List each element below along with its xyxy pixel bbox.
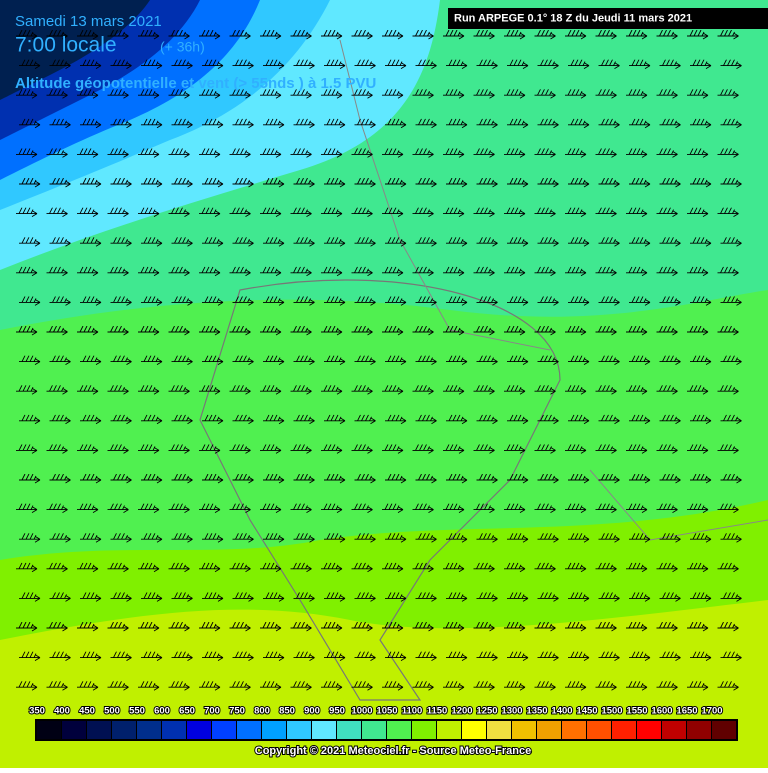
legend-label: 600 — [154, 706, 170, 717]
color-swatch — [562, 721, 586, 739]
color-swatch — [262, 721, 286, 739]
color-swatch — [287, 721, 311, 739]
legend-label: 1400 — [551, 706, 572, 717]
color-swatch — [612, 721, 636, 739]
color-swatch — [487, 721, 511, 739]
legend-label: 950 — [329, 706, 345, 717]
legend-label: 550 — [129, 706, 145, 717]
legend-label: 1000 — [351, 706, 372, 717]
legend-label: 800 — [254, 706, 270, 717]
border — [339, 39, 768, 541]
legend-label: 1700 — [701, 706, 722, 717]
color-swatch — [37, 721, 61, 739]
legend-label: 650 — [179, 706, 195, 717]
legend-label: 850 — [279, 706, 295, 717]
legend-label: 900 — [304, 706, 320, 717]
color-swatch — [212, 721, 236, 739]
run-info: Run ARPEGE 0.1° 18 Z du Jeudi 11 mars 20… — [454, 12, 692, 24]
border — [199, 279, 561, 701]
legend-label: 1200 — [451, 706, 472, 717]
legend-label: 700 — [204, 706, 220, 717]
color-swatch — [312, 721, 336, 739]
time: 7:00 locale — [15, 34, 117, 57]
color-swatch — [462, 721, 486, 739]
color-swatch — [112, 721, 136, 739]
color-swatch — [387, 721, 411, 739]
field-band — [0, 600, 768, 768]
color-swatch — [137, 721, 161, 739]
color-swatch — [662, 721, 686, 739]
legend-label: 1500 — [601, 706, 622, 717]
color-swatch — [637, 721, 661, 739]
color-swatch — [587, 721, 611, 739]
legend-label: 1150 — [427, 706, 448, 717]
color-swatch — [237, 721, 261, 739]
color-swatch — [337, 721, 361, 739]
color-swatch — [537, 721, 561, 739]
date: Samedi 13 mars 2021 — [15, 13, 162, 30]
legend-label: 750 — [229, 706, 245, 717]
color-swatch — [712, 721, 736, 739]
legend-label: 1100 — [402, 706, 423, 717]
legend-label: 350 — [29, 706, 45, 717]
color-swatch — [187, 721, 211, 739]
color-swatch — [362, 721, 386, 739]
legend-label: 500 — [104, 706, 120, 717]
color-swatch — [437, 721, 461, 739]
legend-label: 450 — [79, 706, 95, 717]
field-band — [0, 0, 150, 100]
subtitle: Altitude géopotentielle et vent (> 55nds… — [15, 75, 376, 92]
copyright: Copyright © 2021 Meteociel.fr - Source M… — [255, 745, 531, 757]
color-swatch — [412, 721, 436, 739]
color-swatch — [62, 721, 86, 739]
lead-time: (+ 36h) — [160, 39, 205, 55]
legend-label: 1600 — [651, 706, 672, 717]
colorbar: 350 400 450 500 550 600 650 700 750 800 850 900 950 1… — [28, 705, 736, 739]
run-box — [448, 8, 768, 29]
color-swatch — [687, 721, 711, 739]
legend-label: 1300 — [501, 706, 522, 717]
legend-label: 1350 — [526, 706, 547, 717]
legend-label: 1050 — [376, 706, 397, 717]
color-swatch — [512, 721, 536, 739]
legend-label: 1650 — [676, 706, 697, 717]
legend-label: 1250 — [476, 706, 497, 717]
legend-label: 400 — [54, 706, 70, 717]
color-swatch — [87, 721, 111, 739]
color-swatch — [162, 721, 186, 739]
legend-label: 1550 — [626, 706, 647, 717]
legend-label: 1450 — [576, 706, 597, 717]
